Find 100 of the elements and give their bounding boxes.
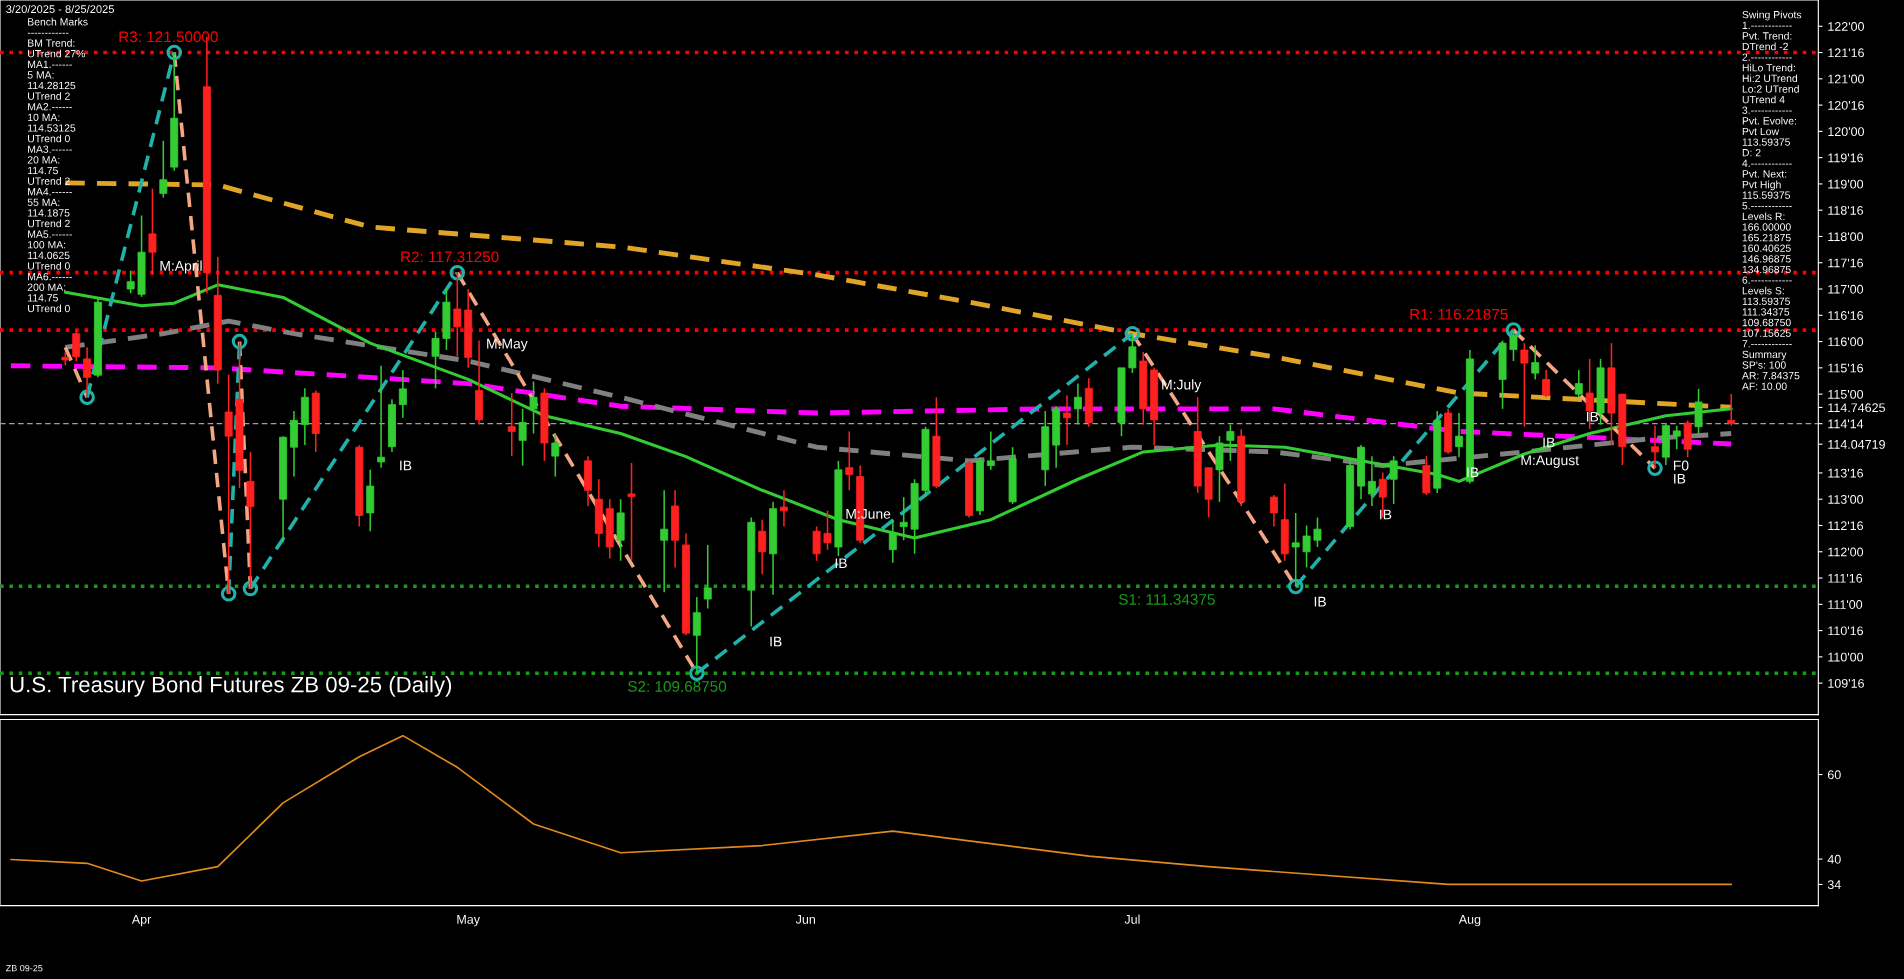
point <box>242 580 259 597</box>
annotation: IB <box>1467 467 1479 478</box>
annotation: IB <box>1314 596 1326 607</box>
text: Swing Pivots 1.------------ Pvt. Trend: DTrend -2 2.------------ HiLo Trend: Hi:2 UTrend Lo:2 UTrend UTrend 4 3.------------ Pvt. Evolve: Pvt Low 113.59375 D: 2 4.------------ Pvt. Next: Pvt High 115.59375 5.------------ Levels R: 166.00000 165.21875 160.40625 146.96875 134.96875 6.------------ Levels S: 113.59375 111.34375 109.68750 107.15625 7.------------ Summary SP's: 100 AR: 7.84375 AF: 10.00 <box>1741 10 1802 390</box>
candlestick <box>1455 412 1463 458</box>
point <box>1505 322 1522 338</box>
text: U.S. Treasury Bond Futures ZB 09-25 (Daily) <box>10 676 452 697</box>
y-tick-label: 110'16 <box>1828 626 1864 636</box>
candlestick <box>692 596 701 674</box>
x-tick-label: Apr <box>131 915 152 927</box>
candlestick <box>1727 393 1736 427</box>
y-tick-label: 114'14 <box>1828 419 1864 429</box>
annotation: M:May <box>487 338 528 352</box>
y-tick-label: 118'00 <box>1828 232 1864 242</box>
point <box>231 333 248 350</box>
candlestick <box>507 392 516 457</box>
candlestick <box>1389 455 1398 505</box>
point <box>1287 578 1304 595</box>
y-tick-label: 115'00 <box>1828 389 1864 399</box>
y-tick-label: 111'16 <box>1828 573 1863 583</box>
x-tick-label: Jul <box>1124 914 1140 924</box>
y-tick-label: 110'00 <box>1828 652 1864 662</box>
candlestick <box>1520 342 1529 428</box>
y-tick-label: 117'16 <box>1828 258 1864 268</box>
y-tick-label: 114.04719 <box>1828 439 1885 449</box>
point <box>1647 460 1663 476</box>
ref-line-label: R2: 117.31250 <box>401 251 499 263</box>
point <box>220 586 237 602</box>
annotation: IB <box>400 460 412 471</box>
y-tick-label: 118'16 <box>1828 206 1864 215</box>
y-tick-label: 34 <box>1827 880 1841 890</box>
point <box>689 665 705 681</box>
line-series <box>10 734 1733 886</box>
candlestick <box>431 330 440 390</box>
candlestick <box>529 380 538 435</box>
y-tick-label: 116'00 <box>1828 337 1864 347</box>
candlestick <box>83 346 92 399</box>
candlestick <box>660 489 669 593</box>
candlestick <box>1542 369 1551 399</box>
candlestick <box>823 510 832 551</box>
y-tick-label: 117'00 <box>1828 284 1864 294</box>
y-tick-label: 121'00 <box>1828 74 1864 84</box>
y-tick-label: 119'16 <box>1828 153 1864 163</box>
y-tick-label: 121'16 <box>1828 48 1864 58</box>
annotation: IB <box>770 636 782 647</box>
candlestick <box>986 430 995 471</box>
candlestick <box>159 140 168 199</box>
candlestick <box>1128 332 1137 374</box>
candlestick <box>1672 424 1681 451</box>
point <box>166 44 182 61</box>
candlestick <box>398 369 407 419</box>
candlestick <box>1367 455 1376 507</box>
x-tick-label: Aug <box>1458 915 1481 927</box>
ref-line-label: R1: 116.21875 <box>1410 308 1508 320</box>
candlestick <box>1531 344 1540 381</box>
ref-line-label: S2: 109.68750 <box>628 681 727 692</box>
x-tick-label: Jun <box>795 915 815 924</box>
y-tick-label: 119'00 <box>1828 179 1864 189</box>
candlestick <box>812 525 821 562</box>
candlestick <box>779 489 788 528</box>
candlestick <box>1509 329 1518 362</box>
annotation: F0 <box>1673 460 1689 471</box>
line-series <box>8 363 1734 447</box>
candlestick <box>627 462 636 561</box>
y-tick-label: 113'00 <box>1828 495 1864 504</box>
y-tick-label: 120'00 <box>1828 127 1864 137</box>
candlestick <box>72 330 81 362</box>
candlestick <box>1302 524 1311 569</box>
text: ZB 09-25 <box>6 964 43 972</box>
candlestick <box>518 408 527 467</box>
annotation: M:July <box>1162 379 1202 393</box>
chart-subtitle: 3/20/2025 - 8/25/2025 <box>6 4 114 14</box>
candlestick <box>148 187 157 276</box>
y-tick-label: 40 <box>1827 854 1841 864</box>
y-tick-label: 114.74625 <box>1828 403 1885 413</box>
point <box>449 264 466 281</box>
point <box>79 389 95 406</box>
candlestick <box>703 544 712 610</box>
point <box>1124 325 1141 342</box>
text: Bench Marks ------------ BM Trend: UTrend 27% MA1.------ 5 MA: 114.28125 UTrend 2 MA2.------ 10 MA: 114.53125 UTrend 0 MA3.------ 20 MA: 114.75 UTrend 2 MA4.------ 55 MA: 114.1875 UTrend 2 MA5.------ 100 MA: 114.0625 UTrend 0 MA6.------ 200 MA: 114.75 UTrend 0 <box>27 17 88 313</box>
y-tick-label: 122'00 <box>1828 22 1864 31</box>
annotation: IB <box>835 558 847 569</box>
candlestick <box>1269 494 1278 528</box>
annotation: M:August <box>1521 455 1579 468</box>
y-tick-label: 60 <box>1827 770 1841 780</box>
y-tick-label: 112'00 <box>1828 547 1864 557</box>
candlestick <box>1063 394 1071 446</box>
x-tick-label: May <box>457 915 480 927</box>
candlestick <box>126 269 135 294</box>
y-tick-label: 120'16 <box>1828 100 1864 110</box>
candlestick <box>758 518 767 576</box>
y-tick-label: 112'16 <box>1828 521 1864 531</box>
line-series <box>62 318 1734 469</box>
ref-line-label: R3: 121.50000 <box>119 31 218 43</box>
candlestick <box>1313 516 1322 548</box>
candlestick <box>377 364 386 469</box>
candlestick <box>845 430 854 492</box>
y-tick-label: 113'16 <box>1828 468 1864 478</box>
candlestick <box>551 432 560 478</box>
candlestick <box>1291 512 1300 588</box>
